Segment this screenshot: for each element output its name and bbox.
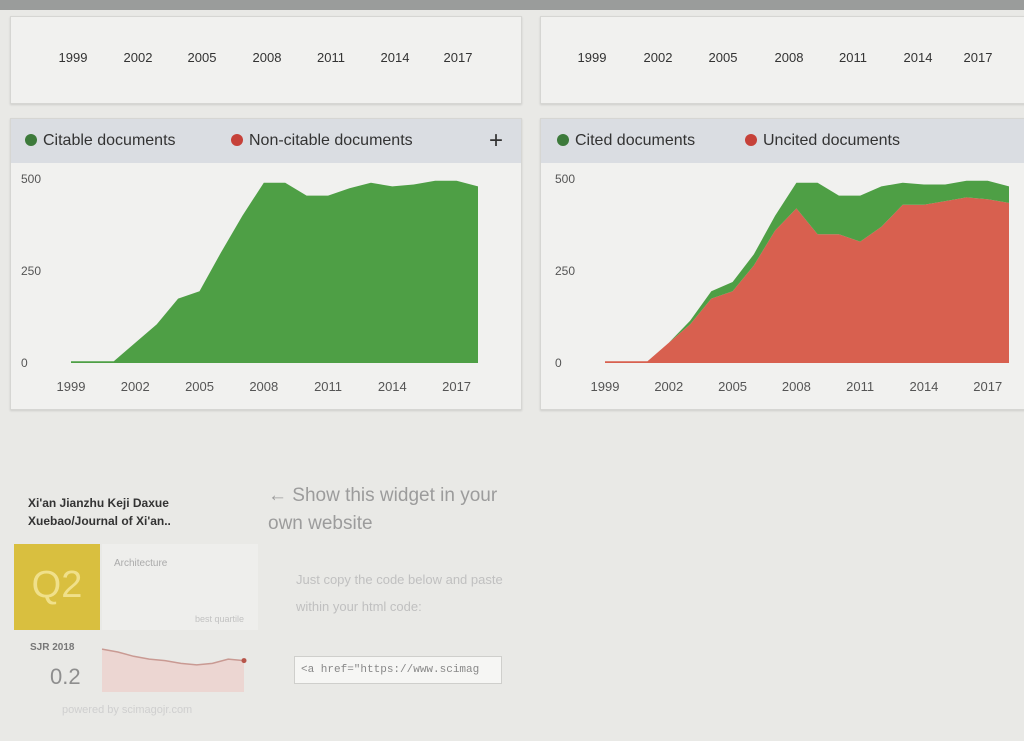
x-tick-label: 2017	[442, 379, 471, 394]
axis-tick: 1999	[58, 50, 88, 65]
category-box: Architecture best quartile	[102, 544, 258, 630]
area-uncited-documents[interactable]	[605, 197, 1009, 363]
x-tick-label: 2005	[718, 379, 747, 394]
sjr-year-label: SJR 2018	[30, 642, 75, 653]
legend-label: Non-citable documents	[249, 132, 413, 149]
legend-label: Cited documents	[575, 132, 696, 149]
sparkline-line	[101, 648, 245, 666]
legend-item-non-citable[interactable]: Non-citable documents	[231, 132, 413, 150]
chart-legend: Cited documents Uncited documents	[541, 119, 1024, 163]
axis-tick: 2011	[839, 50, 867, 65]
category-label: Architecture	[114, 558, 168, 569]
show-widget-text: ← Show this widget in your own website	[268, 485, 498, 534]
x-tick-label: 2008	[782, 379, 811, 394]
axis-tick: 2008	[774, 50, 804, 65]
embed-code-field[interactable]: <a href="https://www.scimag	[294, 656, 502, 684]
area-citable-documents[interactable]	[71, 180, 478, 363]
add-series-button[interactable]: +	[489, 127, 504, 154]
citable-documents-chart: Citable documents Non-citable documents …	[10, 118, 522, 410]
x-tick-label: 2008	[249, 379, 278, 394]
axis-tick: 2002	[643, 50, 673, 65]
chart-plot-area: 0 250 500 1999 2002 2005 2008 2011 2014 2017	[555, 172, 1009, 394]
cited-documents-chart: Cited documents Uncited documents 0 250 50…	[540, 118, 1024, 410]
legend-label: Citable documents	[43, 132, 176, 149]
y-tick-label: 500	[21, 172, 41, 186]
legend-dot	[745, 134, 757, 146]
category-sub-label: best quartile	[194, 614, 244, 624]
sparkline-area	[102, 649, 244, 692]
axis-tick: 2005	[187, 50, 217, 65]
axis-tick: 2014	[380, 50, 410, 65]
quartile-tile: Q2	[14, 544, 100, 630]
sjr-sparkline	[101, 648, 247, 692]
y-tick-label: 250	[555, 264, 575, 278]
quartile-value: Q2	[31, 564, 83, 606]
y-tick-label: 0	[555, 356, 562, 370]
axis-tick: 2005	[708, 50, 738, 65]
chart-plot-area: 0 250 500 1999 2002 2005 2008 2011 2014 2017	[21, 172, 478, 394]
copy-instructions: Just copy the code below and paste withi…	[296, 572, 503, 614]
x-tick-label: 2002	[654, 379, 683, 394]
axis-tick: 2002	[123, 50, 153, 65]
x-tick-label: 2011	[314, 379, 342, 394]
x-tick-label: 1999	[591, 379, 620, 394]
axis-tick: 2017	[443, 50, 473, 65]
chart-legend: Citable documents Non-citable documents …	[11, 119, 521, 163]
legend-dot	[231, 134, 243, 146]
legend-dot	[557, 134, 569, 146]
x-tick-label: 1999	[57, 379, 86, 394]
y-tick-label: 250	[21, 264, 41, 278]
legend-label: Uncited documents	[763, 132, 900, 149]
timeline-axis-left: 1999 2002 2005 2008 2011 2014 2017	[10, 16, 522, 104]
sjr-value: 0.2	[50, 664, 81, 689]
x-tick-label: 2017	[973, 379, 1002, 394]
y-tick-label: 0	[21, 356, 28, 370]
y-tick-label: 500	[555, 172, 575, 186]
journal-title[interactable]: Xi'an Jianzhu Keji Daxue Xuebao/Journal …	[28, 496, 171, 528]
axis-tick: 2011	[317, 50, 345, 65]
x-tick-label: 2011	[846, 379, 874, 394]
axis-tick: 1999	[577, 50, 607, 65]
x-tick-label: 2014	[909, 379, 938, 394]
x-tick-label: 2005	[185, 379, 214, 394]
axis-tick: 2008	[252, 50, 282, 65]
axis-tick: 2017	[963, 50, 993, 65]
sparkline-point	[241, 658, 247, 664]
axis-tick: 2014	[903, 50, 933, 65]
x-tick-label: 2014	[378, 379, 407, 394]
top-bar	[0, 0, 1024, 10]
legend-item-uncited[interactable]: Uncited documents	[745, 132, 900, 150]
powered-by-link[interactable]: powered by scimagojr.com	[62, 704, 193, 716]
legend-dot	[25, 134, 37, 146]
x-tick-label: 2002	[121, 379, 150, 394]
area-cited-documents[interactable]	[605, 180, 1009, 362]
timeline-axis-right: 1999 2002 2005 2008 2011 2014 2017	[540, 16, 1024, 104]
legend-item-cited[interactable]: Cited documents	[557, 132, 695, 150]
legend-item-citable[interactable]: Citable documents	[25, 132, 176, 150]
